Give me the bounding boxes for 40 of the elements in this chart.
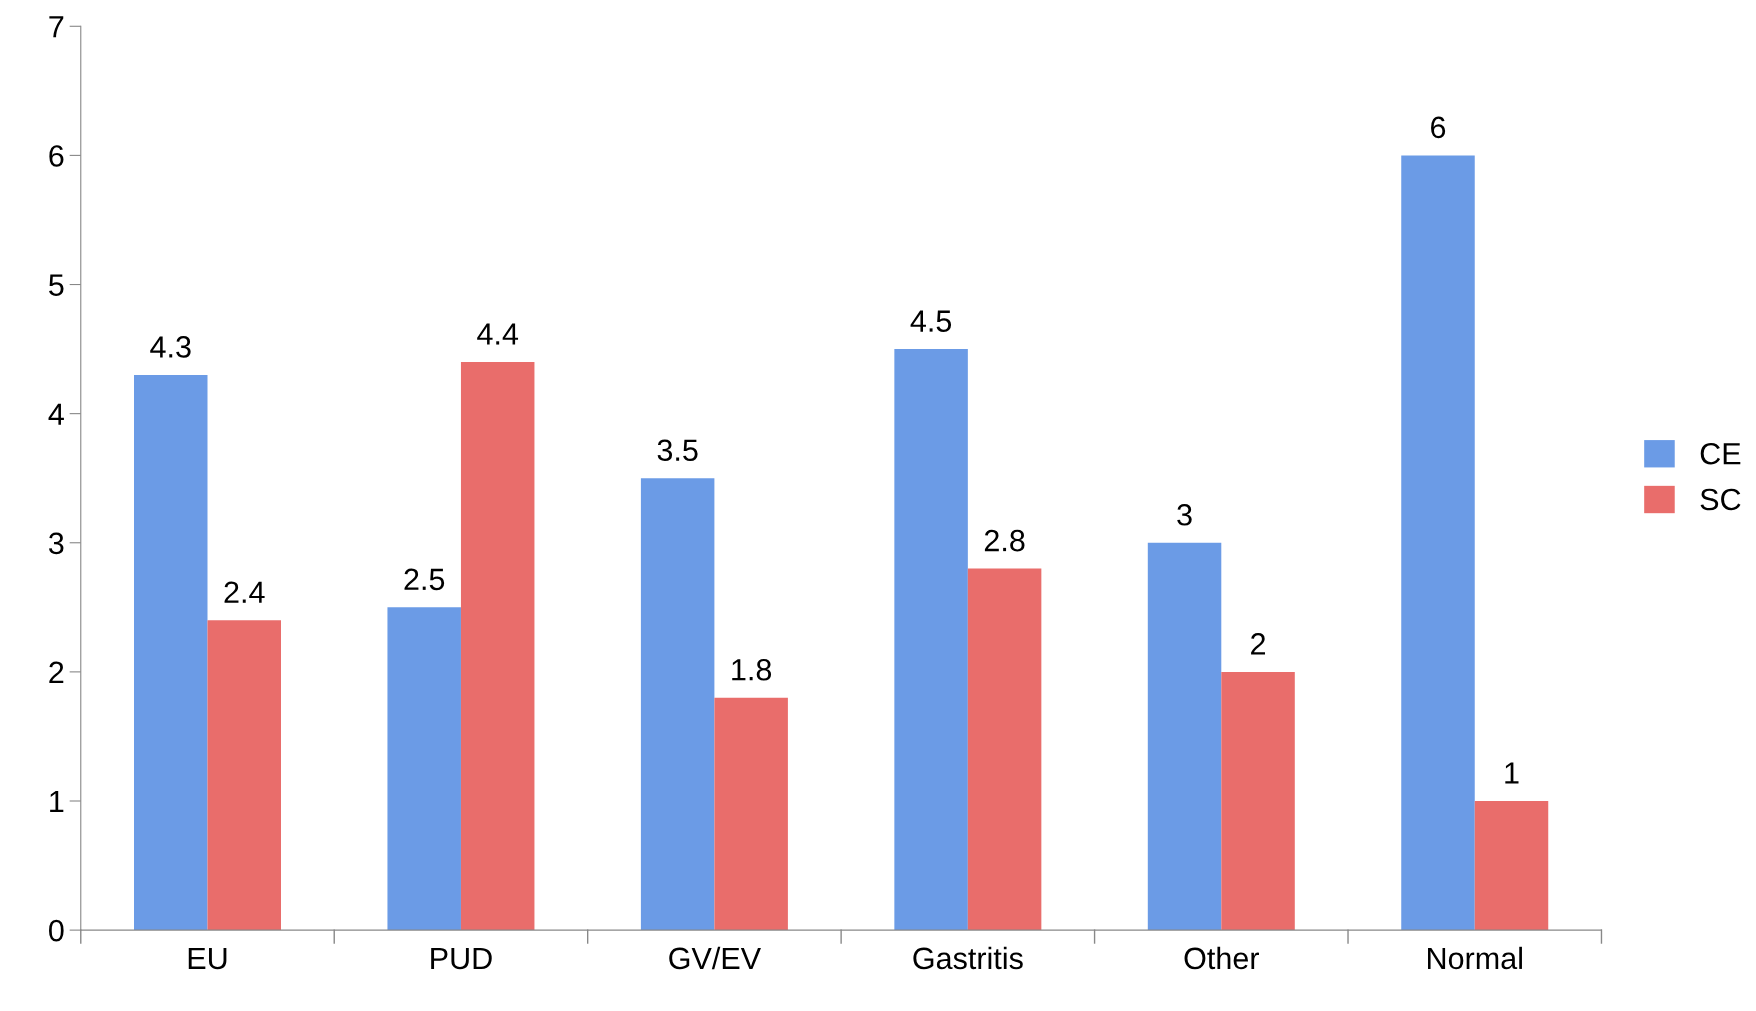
data-label: 1 bbox=[1505, 762, 1519, 784]
legend-label: SC bbox=[1700, 488, 1741, 511]
bar bbox=[1474, 801, 1549, 931]
bar bbox=[894, 349, 968, 931]
data-label: 4.5 bbox=[910, 310, 952, 332]
bar bbox=[714, 697, 788, 931]
y-tick-label: 4 bbox=[48, 403, 64, 425]
bar bbox=[387, 607, 461, 931]
legend-label: CE bbox=[1700, 442, 1741, 465]
data-label: 4.4 bbox=[477, 323, 519, 345]
y-tick-label: 3 bbox=[48, 532, 64, 555]
x-tick-label: EU bbox=[188, 947, 227, 970]
x-tick-label: GV/EV bbox=[669, 946, 761, 970]
y-tick-label: 1 bbox=[50, 791, 64, 813]
data-label: 4.3 bbox=[150, 336, 191, 358]
data-label: 1.8 bbox=[732, 658, 772, 681]
y-tick-label: 7 bbox=[49, 16, 64, 38]
data-label: 2.4 bbox=[224, 581, 265, 603]
data-label: 2 bbox=[1251, 633, 1266, 655]
x-tick-label: Gastritis bbox=[913, 946, 1023, 970]
bar bbox=[1221, 671, 1295, 931]
x-tick-label: Normal bbox=[1428, 946, 1522, 970]
bar bbox=[460, 362, 535, 931]
y-tick-label: 0 bbox=[49, 919, 64, 942]
x-tick-label: Other bbox=[1184, 946, 1259, 970]
bar bbox=[640, 478, 715, 931]
bar bbox=[1401, 155, 1475, 931]
bar bbox=[1147, 542, 1222, 931]
data-label: 3 bbox=[1177, 503, 1192, 526]
x-tick-label: PUD bbox=[431, 947, 492, 970]
data-label: 2.8 bbox=[984, 529, 1025, 552]
y-tick-label: 5 bbox=[49, 274, 64, 296]
data-label: 6 bbox=[1431, 116, 1446, 139]
data-label: 3.5 bbox=[657, 439, 698, 462]
bar bbox=[134, 374, 208, 931]
y-tick-label: 6 bbox=[49, 145, 64, 167]
bar bbox=[967, 568, 1042, 931]
data-label: 2.5 bbox=[404, 568, 445, 591]
bar bbox=[207, 620, 281, 931]
y-tick-label: 2 bbox=[49, 661, 64, 683]
